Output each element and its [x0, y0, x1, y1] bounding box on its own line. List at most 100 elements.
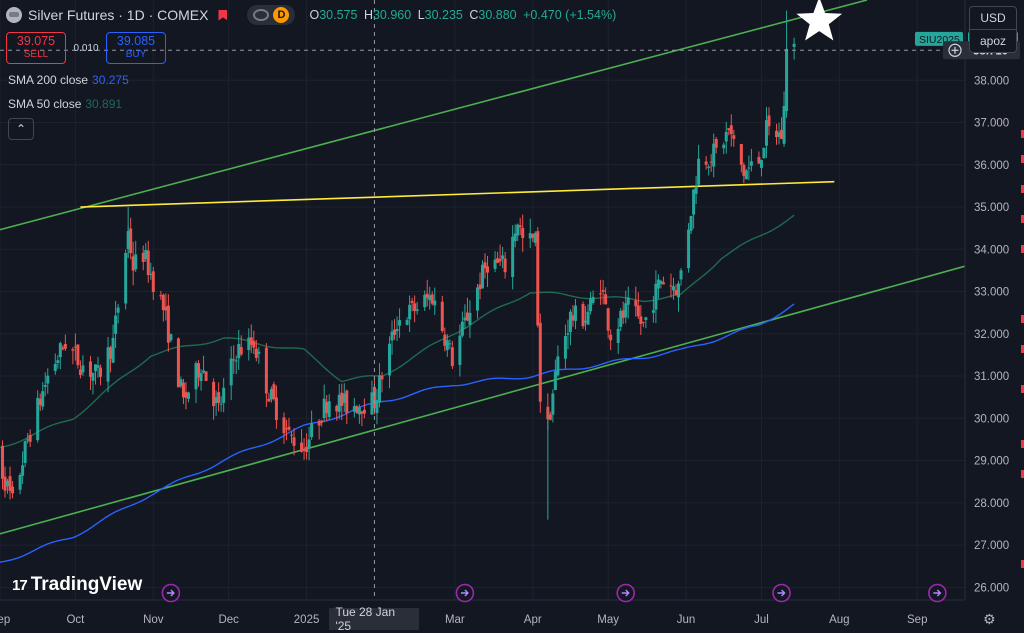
ohlc-change: +0.470 (+1.54%)	[523, 8, 617, 22]
visibility-pill[interactable]: D	[247, 5, 296, 25]
candle-body	[377, 375, 381, 403]
candle-body	[759, 160, 763, 168]
candle-body	[747, 167, 751, 169]
ohlc-high-key: H	[363, 8, 373, 22]
candle-body	[481, 264, 484, 289]
candle-body	[694, 186, 698, 194]
candle-body	[287, 426, 291, 430]
alert-marker	[1021, 185, 1024, 193]
candle-body	[450, 347, 454, 367]
buy-button[interactable]: 39.085 BUY	[106, 32, 166, 64]
symbol-logo-icon	[6, 7, 22, 23]
price-axis-bg	[965, 0, 1024, 600]
candle-body	[744, 170, 748, 180]
candle-body	[342, 393, 346, 403]
collapse-legend-button[interactable]: ⌃	[8, 118, 34, 140]
candle-body	[393, 329, 397, 336]
candle-body	[337, 394, 341, 412]
sell-price: 39.075	[16, 34, 56, 48]
candle-body	[229, 358, 233, 386]
event-markers	[161, 583, 947, 603]
candle-body	[36, 397, 40, 441]
sell-button[interactable]: 39.075 SELL	[6, 32, 66, 64]
candle-body	[56, 360, 60, 364]
candle-body	[536, 231, 540, 326]
indicator-sma200[interactable]: SMA 200 close 30.275	[8, 73, 129, 87]
candle-body	[775, 130, 779, 138]
indicator-sma50[interactable]: SMA 50 close 30.891	[8, 97, 122, 111]
candle-body	[443, 334, 447, 346]
buy-label: BUY	[125, 49, 147, 60]
candle-body	[413, 303, 417, 312]
candle-body	[186, 392, 190, 399]
symbol-title[interactable]: Silver Futures · 1D · COMEX	[28, 7, 209, 23]
time-axis[interactable]: Sep Oct Nov Dec 2025 Mar Apr May Jun Jul Aug Sep	[0, 599, 1024, 631]
settings-gear-icon[interactable]: ⚙	[983, 611, 996, 627]
candle-body	[232, 359, 236, 361]
candle-body	[81, 365, 85, 373]
candle-body	[415, 309, 419, 311]
candle-body	[764, 120, 768, 146]
indicator-sma200-name: SMA 200 close	[8, 73, 89, 87]
candle-body	[712, 143, 716, 167]
candle-body	[307, 439, 311, 449]
candle-body	[395, 328, 399, 332]
buy-price: 39.085	[116, 34, 156, 48]
price-axis[interactable]: 26.000 27.000 28.000 29.000 30.000 31.000 32.0…	[915, 0, 1024, 600]
candle-body	[8, 476, 12, 491]
candle-body	[370, 392, 374, 415]
alert-marker	[1021, 560, 1024, 568]
price-tick-label: 29.000	[974, 456, 1009, 468]
ohlc-close: 30.880	[478, 8, 517, 22]
candle-body	[197, 363, 201, 378]
candle-body	[697, 158, 701, 185]
candle-body	[217, 392, 221, 403]
candle-body	[290, 434, 294, 436]
currency-selector[interactable]: USD	[969, 6, 1017, 30]
candle-body	[589, 298, 593, 312]
candle-body	[247, 337, 251, 350]
candle-body	[742, 164, 746, 176]
time-tick-label: 2025	[294, 614, 320, 626]
candle-body	[573, 305, 577, 321]
chevron-up-icon: ⌃	[15, 122, 27, 136]
alert-marker	[1021, 470, 1024, 478]
ohlc-low: 30.235	[424, 8, 463, 22]
unit-selector[interactable]: apoz	[969, 30, 1017, 53]
candle-body	[116, 307, 120, 313]
candle-body	[521, 227, 525, 238]
candle-body	[134, 254, 138, 270]
candle-body	[636, 305, 640, 317]
candle-body	[390, 331, 394, 341]
flag-icon[interactable]	[218, 9, 228, 21]
candle-body	[724, 131, 728, 142]
candle-body	[109, 347, 113, 359]
candle-body	[709, 161, 713, 163]
candle-body	[375, 400, 379, 414]
candle-body	[360, 411, 364, 414]
price-tick-label: 26.000	[974, 582, 1009, 594]
candle-body	[516, 224, 520, 236]
candle-body	[533, 232, 537, 243]
candle-body	[202, 370, 206, 373]
candle-body	[478, 284, 482, 290]
candle-body	[556, 356, 560, 376]
candle-body	[619, 310, 623, 327]
alert-marker	[1021, 155, 1024, 163]
candle-body	[362, 409, 366, 414]
ohlc-open: 30.575	[319, 8, 358, 22]
currency-unit-box[interactable]: USD apoz	[969, 6, 1017, 53]
candle-body	[722, 144, 726, 149]
upper-channel-segment	[0, 0, 868, 231]
candle-body	[340, 392, 344, 406]
candle-body	[151, 271, 155, 293]
candle-body	[651, 310, 655, 313]
candle-body	[249, 337, 253, 345]
candle-body	[518, 225, 522, 228]
candle-body	[757, 156, 761, 164]
alert-marker	[1021, 215, 1024, 223]
candle-body	[264, 347, 268, 394]
candle-body	[6, 480, 10, 487]
candle-body	[46, 375, 50, 384]
